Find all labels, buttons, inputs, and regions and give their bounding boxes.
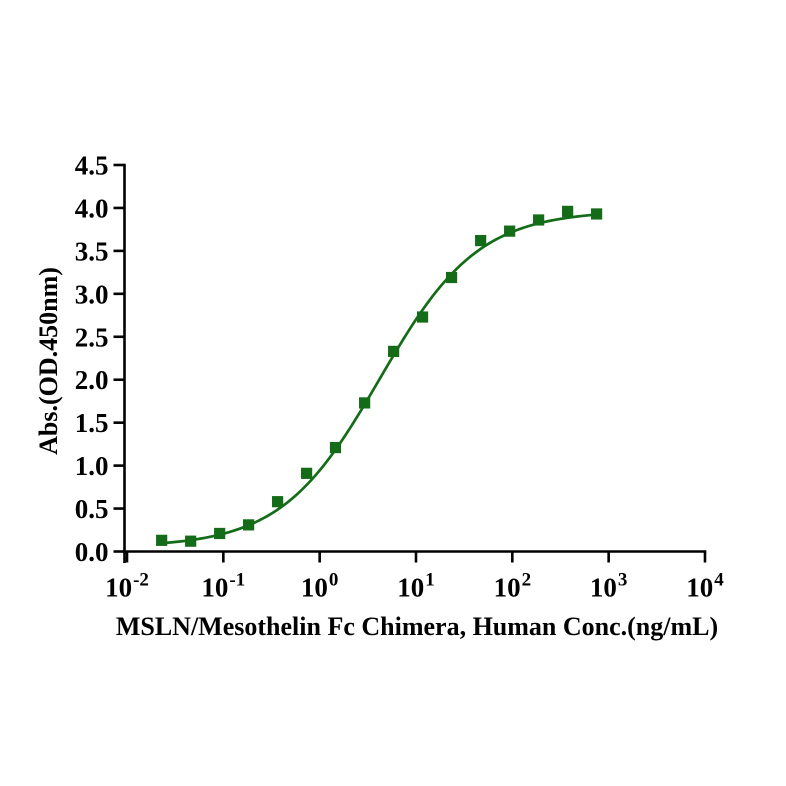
data-point-marker xyxy=(243,519,255,531)
x-tick-label: 10-1 xyxy=(201,570,245,603)
data-point-marker xyxy=(214,527,226,540)
y-tick-label: 3.0 xyxy=(75,279,109,309)
x-tick-label: 103 xyxy=(590,570,628,603)
x-tick-label: 100 xyxy=(301,570,339,603)
data-point-marker xyxy=(533,214,545,226)
x-tick-mantissa: 10 xyxy=(201,573,228,603)
data-point-marker xyxy=(156,534,168,546)
x-tick-exponent: 1 xyxy=(425,570,435,591)
x-tick-mantissa: 10 xyxy=(105,573,132,603)
x-tick-mantissa: 10 xyxy=(301,573,328,603)
data-point-marker xyxy=(504,225,516,237)
y-tick-label: 1.0 xyxy=(75,451,109,481)
data-point-marker xyxy=(388,345,400,357)
data-point-marker xyxy=(272,496,284,508)
y-tick-label: 1.5 xyxy=(75,408,109,438)
y-axis-title: Abs.(OD.450nm) xyxy=(34,267,63,455)
data-point-marker xyxy=(445,271,458,284)
data-point-marker xyxy=(475,234,487,247)
x-tick-exponent: 4 xyxy=(714,570,724,591)
x-tick-mantissa: 10 xyxy=(397,573,424,603)
x-axis-title: MSLN/Mesothelin Fc Chimera, Human Conc.(… xyxy=(116,612,718,641)
x-tick-exponent: -2 xyxy=(133,570,149,591)
x-tick-mantissa: 10 xyxy=(590,573,617,603)
data-point-marker xyxy=(591,208,603,220)
x-tick-exponent: 0 xyxy=(329,570,339,591)
y-tick-label: 4.0 xyxy=(75,193,109,223)
y-tick-label: 3.5 xyxy=(75,236,109,266)
data-point-marker xyxy=(185,535,197,547)
y-tick-label: 0.5 xyxy=(75,494,109,524)
data-point-marker xyxy=(562,205,574,217)
x-tick-label: 104 xyxy=(686,570,724,603)
x-tick-label: 101 xyxy=(397,570,435,603)
data-point-marker xyxy=(416,311,429,323)
x-tick-exponent: 2 xyxy=(522,570,532,591)
x-tick-label: 10-2 xyxy=(105,570,149,603)
data-point-marker xyxy=(301,467,313,479)
x-tick-label: 102 xyxy=(494,570,532,603)
y-tick-label: 2.5 xyxy=(75,322,109,352)
x-tick-exponent: -1 xyxy=(229,570,245,591)
x-tick-mantissa: 10 xyxy=(494,573,521,603)
data-point-marker xyxy=(359,397,371,409)
data-point-marker xyxy=(329,441,342,454)
x-tick-mantissa: 10 xyxy=(686,573,713,603)
y-tick-label: 2.0 xyxy=(75,365,109,395)
x-tick-exponent: 3 xyxy=(618,570,628,591)
fit-curve xyxy=(160,213,598,545)
y-tick-label: 0.0 xyxy=(75,537,109,567)
y-tick-label: 4.5 xyxy=(75,151,109,181)
